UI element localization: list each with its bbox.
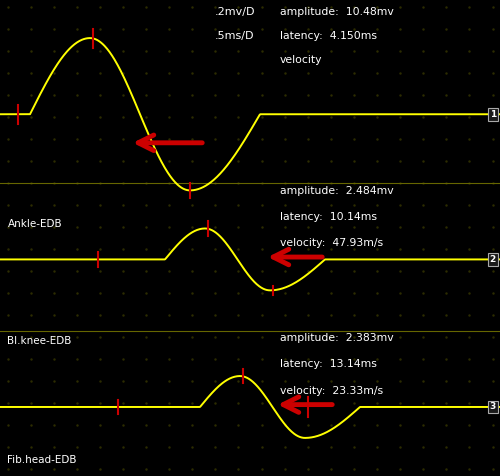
Text: 2: 2 (490, 255, 496, 264)
Text: latency:  4.150ms: latency: 4.150ms (280, 31, 377, 41)
Text: Fib.head-EDB: Fib.head-EDB (8, 455, 77, 465)
Text: latency:  13.14ms: latency: 13.14ms (280, 359, 377, 369)
Text: velocity:  47.93m/s: velocity: 47.93m/s (280, 238, 383, 248)
Text: Bl.knee-EDB: Bl.knee-EDB (8, 336, 72, 346)
Text: amplitude:  2.484mv: amplitude: 2.484mv (280, 186, 394, 196)
Text: .2mv/D: .2mv/D (215, 7, 256, 17)
Text: velocity: velocity (280, 55, 322, 65)
Text: amplitude:  2.383mv: amplitude: 2.383mv (280, 333, 394, 343)
Text: 1: 1 (490, 110, 496, 119)
Text: 3: 3 (490, 403, 496, 411)
Text: velocity:  23.33m/s: velocity: 23.33m/s (280, 386, 383, 396)
Text: latency:  10.14ms: latency: 10.14ms (280, 212, 377, 222)
Text: Ankle-EDB: Ankle-EDB (8, 219, 62, 229)
Text: amplitude:  10.48mv: amplitude: 10.48mv (280, 7, 394, 17)
Text: .5ms/D: .5ms/D (215, 31, 254, 41)
